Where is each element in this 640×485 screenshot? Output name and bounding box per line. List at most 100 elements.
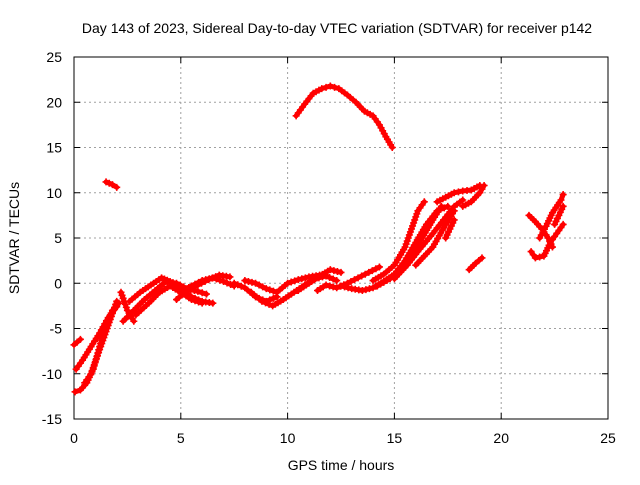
data-point <box>190 283 198 291</box>
data-point <box>202 290 210 298</box>
data-point <box>347 277 355 285</box>
data-point <box>301 274 309 282</box>
data-point <box>557 196 565 204</box>
data-point <box>209 299 217 307</box>
data-point <box>318 85 326 93</box>
axis-ticks: 0 5 10 15 20 25 -15 -10 -5 0 5 10 15 20 25 <box>42 49 616 446</box>
data-point <box>333 267 341 275</box>
data-point <box>326 274 334 282</box>
y-tick-label: -10 <box>42 366 62 382</box>
data-point <box>375 263 383 271</box>
data-point <box>331 83 339 91</box>
data-point <box>365 285 373 293</box>
data-point <box>559 220 567 228</box>
x-tick-label: 10 <box>280 430 296 446</box>
data-point <box>194 287 202 295</box>
y-tick-label: 25 <box>46 49 62 65</box>
data-point <box>71 388 79 396</box>
y-tick-label: 0 <box>54 275 62 291</box>
data-point <box>358 272 366 280</box>
data-point <box>329 275 337 283</box>
data-point <box>388 144 396 151</box>
data-point <box>230 279 238 287</box>
data-point <box>287 278 295 286</box>
series-track-ad <box>551 202 567 228</box>
data-point <box>187 285 195 293</box>
data-point <box>191 297 199 305</box>
data-point <box>269 287 277 295</box>
series-track-o <box>294 266 345 294</box>
series-track-k <box>173 271 234 304</box>
y-tick-label: 15 <box>46 140 62 156</box>
data-point <box>223 279 231 287</box>
series-track-e <box>102 178 121 191</box>
series-track-n <box>241 271 324 296</box>
y-tick-label: 20 <box>46 94 62 110</box>
chart-title: Day 143 of 2023, Sidereal Day-to-day VTE… <box>82 20 592 36</box>
data-point <box>365 268 373 276</box>
data-point <box>198 289 206 297</box>
data-point <box>437 202 445 210</box>
data-point <box>294 276 302 284</box>
x-tick-label: 0 <box>70 430 78 446</box>
data-point <box>480 182 488 190</box>
data-point <box>269 294 277 302</box>
series-track-y <box>465 254 486 274</box>
data-point <box>358 286 366 294</box>
data-point <box>559 202 567 210</box>
x-axis-label: GPS time / hours <box>288 457 395 473</box>
data-point <box>102 178 110 186</box>
data-point <box>354 274 362 282</box>
data-point <box>258 297 266 305</box>
data-point <box>450 216 458 224</box>
data-point <box>351 276 359 284</box>
data-point <box>361 270 369 278</box>
data-point <box>531 254 539 262</box>
data-point <box>237 282 245 290</box>
data-point <box>322 281 330 289</box>
plot-frame <box>73 56 609 420</box>
grid-lines <box>74 57 608 419</box>
y-axis-label: SDTVAR / TECUs <box>6 182 22 294</box>
data-point <box>187 296 195 304</box>
series-track-x <box>442 216 458 242</box>
data-point <box>234 281 242 289</box>
data-point <box>130 317 138 325</box>
data-point <box>194 281 202 289</box>
data-point <box>298 275 306 283</box>
data-point <box>183 286 191 294</box>
data-point <box>372 265 380 273</box>
data-point <box>326 282 334 290</box>
data-point <box>201 277 209 285</box>
data-point <box>329 283 337 291</box>
data-point <box>265 300 273 308</box>
data-point <box>259 283 267 291</box>
data-point <box>291 277 299 285</box>
data-point <box>241 277 249 285</box>
data-point <box>330 267 338 275</box>
data-point <box>262 285 270 293</box>
data-point <box>333 277 341 285</box>
data-point <box>255 281 263 289</box>
series-track-r <box>369 198 428 285</box>
series-track-v <box>433 182 484 206</box>
data-point <box>454 188 462 196</box>
series-track-i <box>132 282 206 319</box>
data-point <box>341 283 349 291</box>
data-point <box>478 185 486 193</box>
x-tick-label: 15 <box>387 430 403 446</box>
data-point <box>212 273 220 281</box>
series-track-ac <box>527 220 567 262</box>
series-track-u <box>412 207 458 269</box>
data-point <box>420 198 428 206</box>
y-tick-label: -5 <box>50 321 63 337</box>
data-point <box>322 83 330 91</box>
data-point <box>113 183 121 191</box>
data-point <box>208 274 216 282</box>
data-point <box>444 202 452 210</box>
series-track-w <box>459 182 488 210</box>
data-point <box>284 279 292 287</box>
series-track-ab <box>536 191 567 242</box>
